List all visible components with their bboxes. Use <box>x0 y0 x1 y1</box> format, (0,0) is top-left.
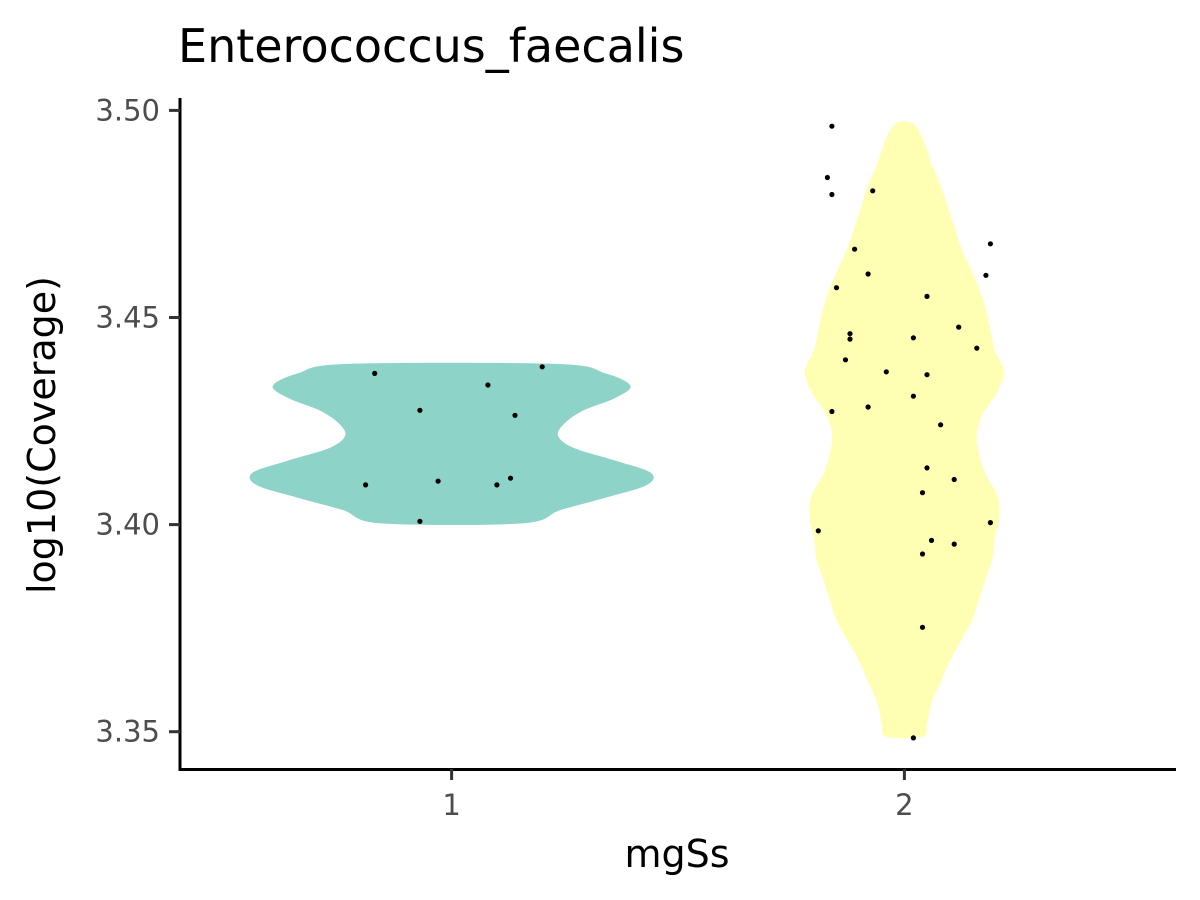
data-point-group-2-27 <box>815 528 821 534</box>
data-point-group-2-12 <box>847 336 853 342</box>
point-layer <box>363 123 994 741</box>
data-point-group-2-29 <box>951 541 957 547</box>
data-point-group-1-6 <box>363 482 369 488</box>
data-point-group-2-17 <box>883 369 889 375</box>
data-point-group-1-4 <box>417 407 423 413</box>
data-point-group-1-8 <box>494 482 500 488</box>
data-point-group-2-22 <box>938 422 944 428</box>
x-tick-label: 2 <box>895 788 913 822</box>
data-point-group-2-15 <box>974 345 980 351</box>
data-point-group-1-1 <box>372 370 378 376</box>
data-point-group-2-14 <box>956 324 962 330</box>
data-point-group-2-10 <box>924 293 930 299</box>
data-point-group-2-25 <box>919 490 926 496</box>
data-point-group-2-11 <box>847 331 853 337</box>
violin-group-2 <box>804 121 1005 739</box>
data-point-group-2-2 <box>824 174 831 181</box>
data-point-group-2-16 <box>910 335 917 341</box>
data-point-group-2-3 <box>829 191 835 198</box>
data-point-group-2-32 <box>910 735 917 741</box>
data-point-group-1-3 <box>539 364 545 370</box>
data-point-group-2-18 <box>924 372 930 378</box>
chart-title: Enterococcus_faecalis <box>178 19 684 73</box>
y-tick-label: 3.35 <box>95 715 160 749</box>
data-point-group-2-23 <box>924 465 930 471</box>
data-point-group-1-2 <box>485 382 491 388</box>
data-point-group-2-24 <box>951 476 957 483</box>
data-point-group-2-26 <box>987 520 994 526</box>
data-point-group-1-5 <box>512 412 518 418</box>
data-point-group-2-20 <box>829 408 835 415</box>
x-axis-title: mgSs <box>624 832 729 876</box>
x-tick-label: 1 <box>442 788 460 822</box>
data-point-group-2-30 <box>919 551 926 557</box>
data-point-group-1-9 <box>507 475 514 481</box>
violin-layer <box>249 121 1005 739</box>
data-point-group-2-7 <box>987 241 994 247</box>
data-point-group-2-6 <box>865 271 871 277</box>
y-tick-label: 3.40 <box>95 508 160 542</box>
y-tick-label: 3.45 <box>95 301 160 335</box>
data-point-group-2-4 <box>870 188 876 194</box>
data-point-group-2-31 <box>919 624 926 630</box>
data-point-group-2-28 <box>928 537 935 544</box>
y-axis-ticks: 3.35 3.40 3.45 3.50 <box>95 93 180 749</box>
y-axis-title: log10(Coverage) <box>20 276 64 594</box>
y-tick-label: 3.50 <box>95 93 160 127</box>
data-point-group-2-19 <box>910 393 917 399</box>
data-point-group-2-9 <box>833 285 840 291</box>
data-point-group-2-8 <box>983 272 989 278</box>
data-point-group-1-7 <box>435 478 441 484</box>
data-point-group-1-10 <box>417 518 423 524</box>
violin-group-1 <box>249 362 654 526</box>
data-point-group-2-13 <box>842 357 849 363</box>
data-point-group-2-21 <box>865 404 871 410</box>
data-point-group-2-5 <box>852 246 858 252</box>
data-point-group-2-1 <box>829 123 835 129</box>
